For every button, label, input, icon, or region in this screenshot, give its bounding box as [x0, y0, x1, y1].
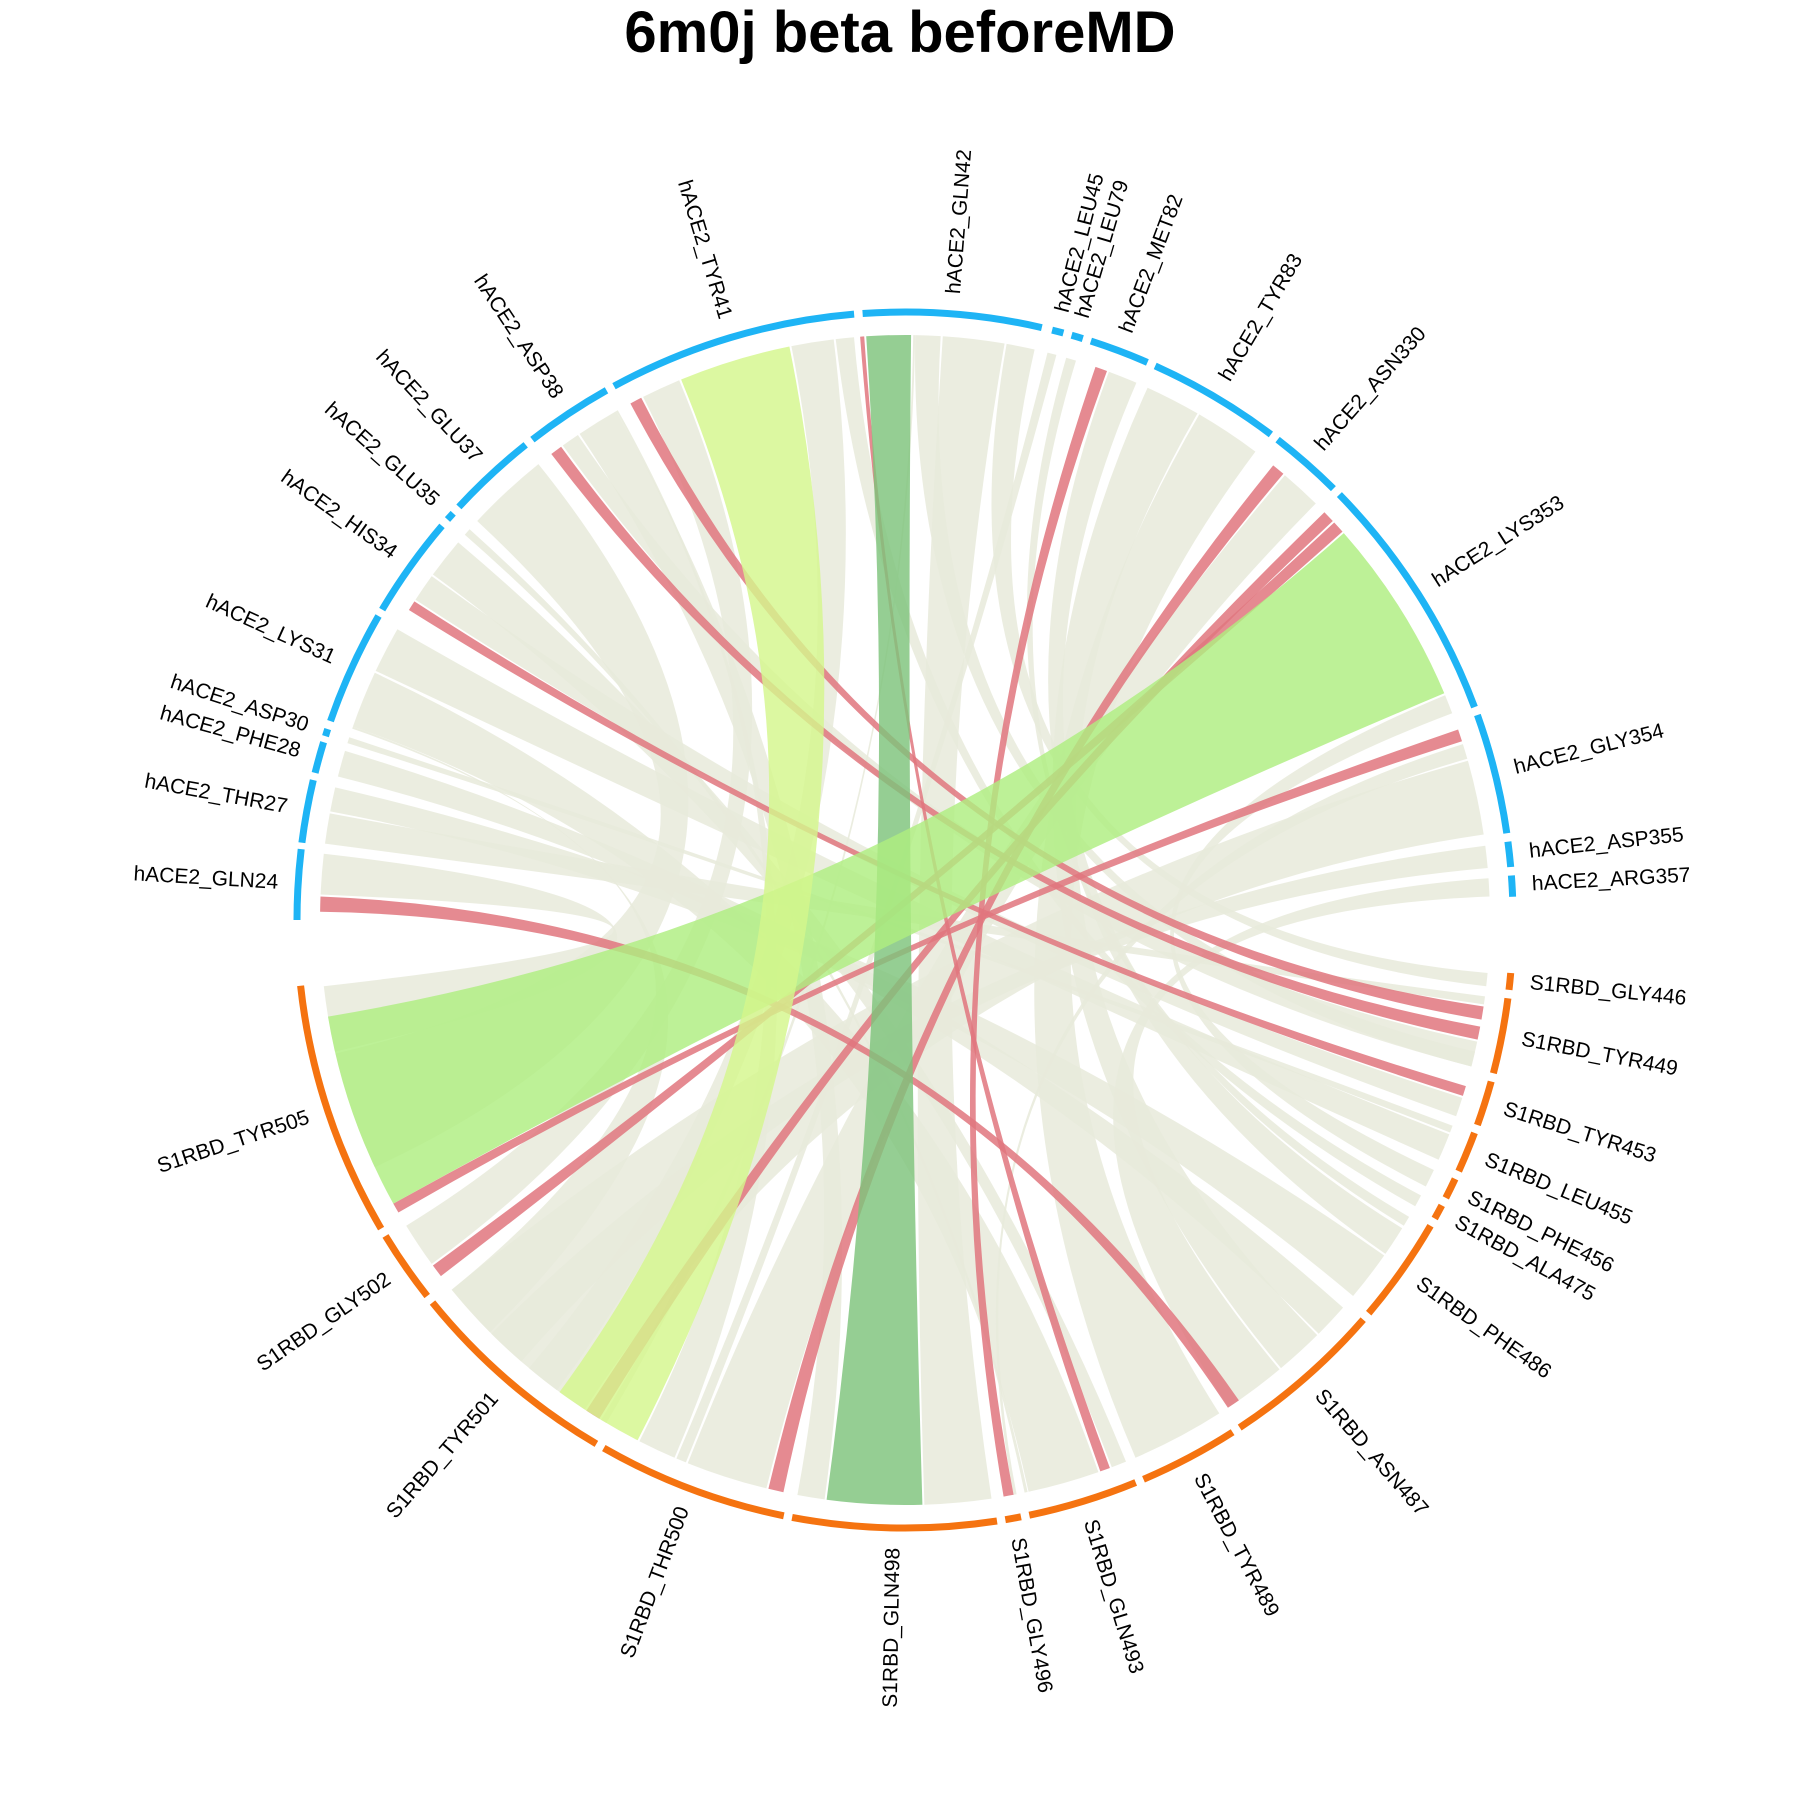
link-hACE2_ASN330-S1RBD_THR500	[687, 475, 1316, 1489]
link-hACE2_TYR41-S1RBD_THR500	[559, 346, 825, 1441]
label-S1RBD_THR500: S1RBD_THR500	[616, 1503, 694, 1661]
track-S1RBD_ALA475	[1431, 1203, 1445, 1221]
track-S1RBD_TYR505	[297, 985, 385, 1231]
track-hACE2_ASN330	[1275, 436, 1336, 492]
track-S1RBD_GLN498	[791, 1513, 998, 1532]
label-hACE2_THR27: hACE2_THR27	[143, 770, 290, 819]
label-hACE2_ARG357: hACE2_ARG357	[1531, 864, 1691, 896]
label-hACE2_HIS34: hACE2_HIS34	[277, 465, 402, 563]
link-hACE2_ARG357-S1RBD_ASN487	[1113, 878, 1490, 1408]
label-S1RBD_ASN487: S1RBD_ASN487	[1310, 1385, 1432, 1521]
label-S1RBD_GLY446: S1RBD_GLY446	[1529, 971, 1688, 1010]
track-S1RBD_GLY496	[1004, 1513, 1022, 1524]
label-S1RBD_TYR505: S1RBD_TYR505	[154, 1106, 312, 1178]
label-S1RBD_GLN498: S1RBD_GLN498	[879, 1548, 905, 1708]
link-hACE2_LYS31-S1RBD_LEU455	[375, 629, 1450, 1160]
track-S1RBD_TYR453	[1474, 1080, 1495, 1127]
label-S1RBD_GLN493: S1RBD_GLN493	[1079, 1517, 1148, 1677]
track-hACE2_TYR41	[612, 310, 855, 390]
link-hACE2_LYS31-S1RBD_GLN493	[352, 672, 1099, 1492]
track-S1RBD_GLY446	[1505, 972, 1515, 991]
label-hACE2_MET82: hACE2_MET82	[1115, 191, 1188, 336]
label-hACE2_TYR41: hACE2_TYR41	[673, 177, 736, 321]
track-hACE2_HIS34	[379, 523, 445, 612]
track-hACE2_MET82	[1089, 337, 1149, 366]
label-S1RBD_GLY502: S1RBD_GLY502	[253, 1268, 395, 1376]
track-hACE2_ARG357	[1507, 875, 1517, 897]
track-S1RBD_TYR501	[429, 1300, 599, 1447]
track-S1RBD_TYR449	[1490, 997, 1512, 1075]
link-hACE2_GLN42-S1RBD_GLN498	[917, 336, 1005, 1505]
label-hACE2_GLN42: hACE2_GLN42	[942, 149, 976, 295]
link-hACE2_GLN42-S1RBD_GLN498	[826, 334, 923, 1505]
link-hACE2_GLY354-S1RBD_TYR501	[451, 760, 1484, 1410]
track-hACE2_LEU79	[1070, 331, 1084, 342]
chord-ribbons	[320, 334, 1490, 1505]
track-hACE2_ASP30	[322, 728, 332, 738]
label-hACE2_GLY354: hACE2_GLY354	[1511, 719, 1666, 779]
track-hACE2_GLN42	[862, 308, 1043, 332]
track-S1RBD_GLY502	[382, 1234, 430, 1299]
track-hACE2_GLU37	[456, 442, 528, 510]
track-S1RBD_LEU455	[1455, 1131, 1478, 1173]
track-hACE2_TYR83	[1153, 362, 1274, 438]
link-hACE2_ASP30-S1RBD_LEU455	[347, 737, 1453, 1133]
label-S1RBD_TYR501: S1RBD_TYR501	[382, 1388, 503, 1523]
track-hACE2_ASP38	[530, 387, 609, 443]
label-S1RBD_TYR453: S1RBD_TYR453	[1501, 1098, 1659, 1168]
track-hACE2_GLN24	[293, 848, 305, 921]
track-hACE2_LYS353	[1336, 492, 1478, 709]
label-hACE2_ASN330: hACE2_ASN330	[1310, 322, 1431, 455]
track-S1RBD_GLN493	[1028, 1479, 1138, 1519]
track-hACE2_GLU35	[444, 510, 456, 522]
track-S1RBD_TYR489	[1142, 1429, 1235, 1483]
track-hACE2_ASP355	[1504, 841, 1515, 868]
link-hACE2_LYS31-S1RBD_TYR501	[352, 726, 669, 1333]
label-S1RBD_PHE486: S1RBD_PHE486	[1412, 1272, 1556, 1383]
link-hACE2_LYS353-S1RBD_PHE456	[1170, 695, 1453, 1187]
track-hACE2_PHE28	[311, 741, 327, 774]
label-hACE2_ASP355: hACE2_ASP355	[1528, 823, 1685, 863]
label-hACE2_LYS31: hACE2_LYS31	[202, 590, 339, 669]
label-S1RBD_GLY496: S1RBD_GLY496	[1006, 1536, 1056, 1695]
track-hACE2_GLY354	[1474, 713, 1511, 834]
label-hACE2_TYR83: hACE2_TYR83	[1214, 250, 1307, 385]
link-hACE2_TYR83-S1RBD_TYR489	[1034, 414, 1256, 1458]
label-S1RBD_TYR489: S1RBD_TYR489	[1189, 1469, 1284, 1620]
track-S1RBD_PHE486	[1366, 1224, 1434, 1316]
track-hACE2_LEU45	[1051, 326, 1065, 337]
link-hACE2_LYS353-S1RBD_TYR505	[328, 533, 1445, 1204]
label-S1RBD_TYR449: S1RBD_TYR449	[1519, 1028, 1679, 1081]
label-hACE2_LYS353: hACE2_LYS353	[1428, 491, 1568, 592]
sector-tracks	[293, 308, 1517, 1532]
track-hACE2_THR27	[298, 779, 317, 844]
track-hACE2_LYS31	[327, 614, 382, 723]
label-hACE2_ASP38: hACE2_ASP38	[469, 270, 568, 402]
track-S1RBD_PHE456	[1442, 1177, 1459, 1200]
link-hACE2_MET82-S1RBD_PHE486	[1048, 371, 1403, 1254]
track-S1RBD_THR500	[602, 1445, 785, 1520]
chart-title: 6m0j beta beforeMD	[624, 0, 1176, 65]
link-hACE2_GLN24-S1RBD_TYR505	[320, 853, 618, 1052]
label-hACE2_GLN24: hACE2_GLN24	[133, 862, 279, 894]
link-hACE2_LYS353-S1RBD_GLY502	[432, 522, 1343, 1277]
track-S1RBD_ASN487	[1237, 1317, 1366, 1431]
